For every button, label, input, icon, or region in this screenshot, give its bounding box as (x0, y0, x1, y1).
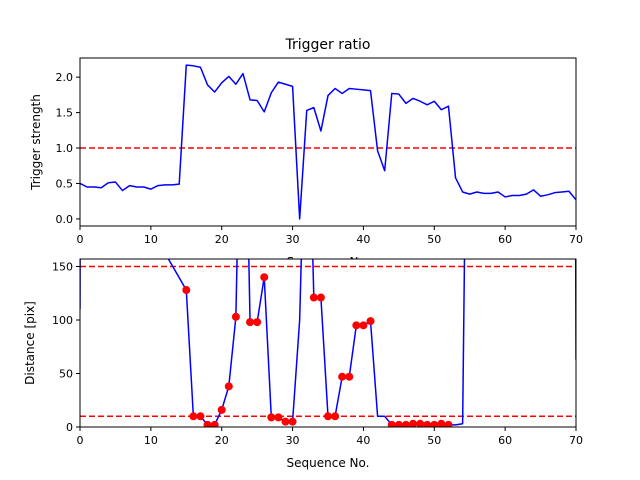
chart-title: Trigger ratio (284, 37, 370, 53)
series-line (80, 64, 576, 220)
x-tick-label: 70 (569, 434, 583, 447)
y-tick-label: 100 (52, 314, 73, 327)
data-point (423, 420, 432, 427)
data-point (430, 420, 439, 427)
data-point (260, 273, 269, 282)
data-point (281, 417, 290, 426)
y-tick-label: 50 (59, 367, 73, 380)
data-point (224, 382, 233, 391)
chart-trigger-ratio: Trigger ratio 0 10 20 30 40 50 60 70 0.0 0.5 1.0 1.… (29, 37, 583, 269)
data-point (324, 412, 332, 421)
data-point (444, 420, 453, 427)
x-tick-label: 20 (215, 434, 229, 447)
x-tick-label: 40 (356, 434, 370, 447)
data-point (409, 419, 418, 427)
plot-area (80, 259, 576, 427)
x-tick-label: 0 (77, 233, 84, 246)
plot-background (80, 259, 576, 427)
axes: 0 10 20 30 40 50 60 70 0.0 0.5 1.0 1.5 2.0 (56, 71, 584, 246)
x-tick-label: 40 (356, 233, 370, 246)
y-axis-label: Trigger strength (29, 94, 43, 191)
x-tick-label: 10 (144, 434, 158, 447)
x-tick-label: 70 (569, 233, 583, 246)
y-tick-label: 0.0 (56, 213, 74, 226)
plot-area (80, 64, 576, 220)
data-point (246, 318, 255, 327)
x-tick-label: 50 (427, 434, 441, 447)
x-tick-label: 50 (427, 233, 441, 246)
data-point (316, 293, 325, 302)
data-point (253, 318, 262, 327)
data-point (267, 413, 276, 422)
x-axis-label: Sequence No. (287, 456, 370, 470)
x-tick-label: 10 (144, 233, 158, 246)
data-point (401, 420, 410, 427)
x-tick-label: 30 (286, 233, 300, 246)
data-point (366, 317, 375, 326)
data-point (196, 412, 205, 421)
plot-frame (79, 57, 577, 227)
x-tick-label: 20 (215, 233, 229, 246)
data-point (182, 286, 191, 295)
data-point (387, 420, 396, 427)
data-point (437, 419, 446, 427)
x-tick-label: 60 (498, 434, 512, 447)
x-tick-label: 60 (498, 233, 512, 246)
y-tick-label: 1.5 (56, 107, 74, 120)
x-tick-label: 0 (77, 434, 84, 447)
data-point (210, 420, 219, 427)
data-point (274, 413, 283, 422)
data-point (189, 412, 198, 421)
data-point (338, 372, 347, 381)
y-tick-label: 0.5 (56, 177, 74, 190)
data-point (203, 420, 212, 427)
data-point (345, 372, 354, 381)
data-point (352, 321, 361, 330)
data-point (231, 312, 240, 321)
y-axis-label: Distance [pix] (23, 301, 37, 385)
data-point (288, 417, 297, 426)
plot-frame (79, 258, 577, 428)
x-tick-label: 30 (286, 434, 300, 447)
data-point (331, 412, 340, 421)
y-tick-label: 0 (66, 421, 73, 434)
data-point (309, 293, 318, 302)
data-point (359, 321, 368, 330)
y-tick-label: 1.0 (56, 142, 74, 155)
data-point (217, 405, 226, 414)
y-tick-label: 2.0 (56, 71, 74, 84)
data-point (394, 420, 403, 427)
axes: 0 10 20 30 40 50 60 70 0 50 100 150 (52, 260, 583, 447)
data-point (416, 419, 425, 427)
y-tick-label: 150 (52, 260, 73, 273)
